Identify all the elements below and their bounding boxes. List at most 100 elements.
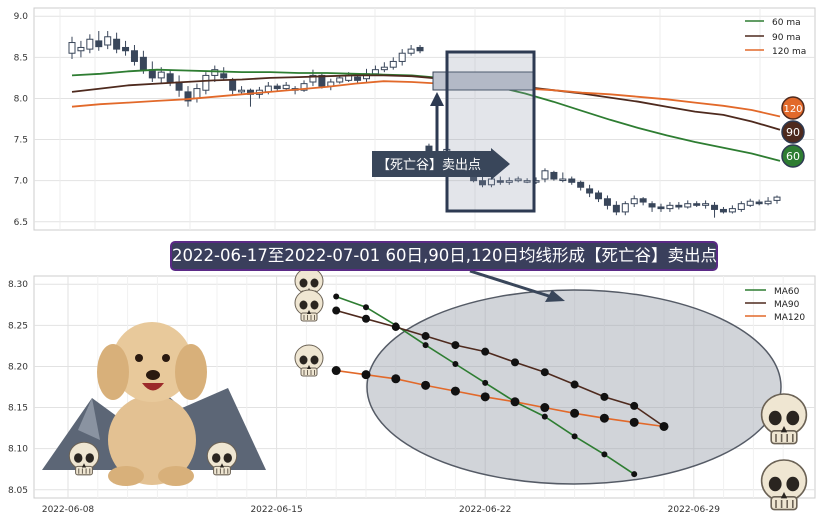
candle [95,40,103,48]
ma60-point [363,304,369,311]
legend-60: 60 ma [772,18,801,28]
ma120-point [570,408,580,418]
candle [416,46,424,52]
skull-icon [68,441,100,476]
ma90-point [481,347,490,356]
y-tick-label: 8.30 [8,280,28,290]
x-tick-label: 2022-06-22 [459,505,511,515]
candle [541,170,549,180]
ma120-point [480,392,490,402]
candle [523,180,531,183]
dog-head [112,322,192,402]
top-grid [34,8,815,230]
candle [577,181,585,188]
candle [300,83,308,91]
badge-90-label: 90 [786,126,800,139]
candle [737,203,745,210]
candle [130,50,138,62]
ma90-point [332,306,341,315]
candle [86,38,94,50]
ma60-point [631,471,638,478]
ma90-point [570,380,579,389]
candle [568,178,576,183]
skull-icon [206,441,238,476]
candle [202,74,210,91]
death-valley-box [445,50,536,213]
y-tick-label: 9.0 [14,12,29,22]
candle [380,66,388,71]
dog-mouth [142,383,164,391]
badge-120-label: 120 [783,104,802,115]
ma90-point [540,368,549,377]
top-y-axis: 9.0 8.5 8.0 7.5 7.0 6.5 [14,12,29,228]
callout-arrow [372,148,510,180]
ma-lines [71,68,781,162]
ma120-line [71,80,781,118]
up-arrow-head [430,92,444,106]
candle [728,208,736,213]
x-tick-label: 2022-06-15 [250,505,302,515]
mountain-highlight [78,398,100,440]
dog-ear-left [97,344,129,400]
ma120-point [421,380,431,390]
badge-90 [781,120,805,144]
ma120-point [629,417,639,427]
ma120-line [336,369,665,428]
dog-icon [97,322,207,486]
dog-nose [146,370,160,380]
candle [371,69,379,75]
pointer-arrow-shaft [469,269,553,299]
ma120-point [331,366,341,376]
x-tick-label: 2022-06-29 [668,505,721,515]
dog-body [108,395,196,485]
skull-icons [68,267,808,511]
candle [336,77,344,83]
candle [621,203,629,213]
ma120-point [599,413,609,423]
candle [657,206,665,210]
candle [122,46,130,52]
candle [496,180,504,183]
candle [746,200,754,206]
top-plot-area [33,7,816,231]
dog-eye-right [162,354,170,362]
y-tick-label: 8.5 [14,53,28,63]
ma60-point [601,451,608,458]
candle [693,203,701,206]
candle [719,208,727,213]
candle [711,204,719,210]
candle [398,52,406,62]
ma60-point [333,293,340,300]
candle [389,60,397,68]
candle [479,180,487,186]
ma120-point [540,403,550,413]
pointer-arrow-head [545,290,565,302]
badge-60 [781,144,805,168]
bottom-legend: MA60 MA90 MA120 [745,287,805,323]
y-tick-label: 8.10 [8,445,28,455]
candle [220,73,228,79]
ma90-point [630,401,639,410]
candle [238,89,246,93]
candle [104,36,112,46]
skull-icon [294,289,324,322]
candle [559,178,567,182]
ma120-point [391,374,401,384]
candle [684,203,692,208]
dog-paw-right [158,466,194,486]
mountain-dog-illustration [42,322,266,486]
ma120-point [659,421,669,431]
y-tick-label: 8.05 [8,486,28,496]
candle [630,198,638,205]
candle [586,188,594,194]
ma90-point [600,392,609,401]
candle [550,171,558,180]
ma90-line [71,74,781,131]
candle [113,38,121,50]
ma120-point [361,370,371,380]
candle [648,203,656,208]
legend-ma120: MA120 [774,313,805,323]
ma120-point [450,386,460,396]
ma60-point [541,413,548,420]
candle [68,42,76,54]
